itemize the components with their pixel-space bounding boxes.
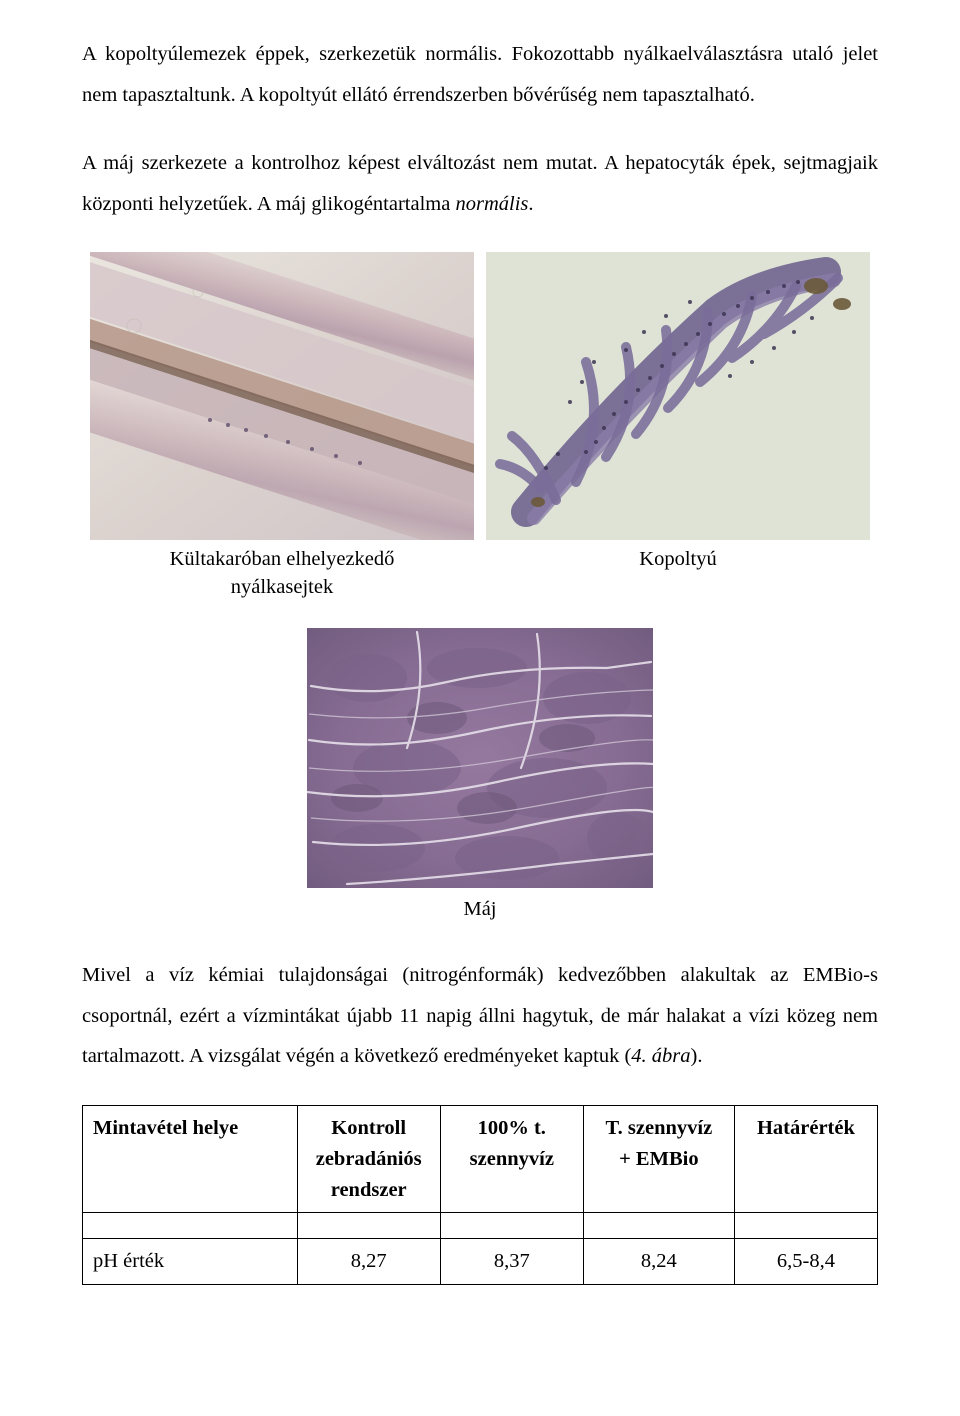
table-header-row: Mintavétel helye Kontroll zebradániós re…: [83, 1106, 878, 1213]
th-sample-location: Mintavétel helye: [83, 1106, 298, 1213]
cell-ph-limit: 6,5-8,4: [734, 1239, 877, 1285]
para3-a: Mivel a víz kémiai tulajdonságai (nitrog…: [82, 964, 878, 1067]
cell-ph-label: pH érték: [83, 1239, 298, 1285]
results-table: Mintavétel helye Kontroll zebradániós re…: [82, 1105, 878, 1285]
th-100-l2: szennyvíz: [470, 1148, 554, 1170]
para2-italic: normális: [455, 193, 528, 215]
table-row-ph: pH érték 8,27 8,37 8,24 6,5-8,4: [83, 1239, 878, 1285]
figure-liver: [307, 628, 653, 888]
paragraph-results: Mivel a víz kémiai tulajdonságai (nitrog…: [82, 955, 878, 1077]
th-control-l1: Kontroll: [331, 1117, 406, 1139]
th-100pct-sewage: 100% t. szennyvíz: [440, 1106, 583, 1213]
caption-gill: Kopoltyú: [486, 546, 870, 601]
caption-skin: Kültakaróban elhelyezkedő nyálkasejtek: [90, 546, 474, 601]
th-100-l1: 100% t.: [478, 1117, 546, 1139]
figure-skin-mucous-cells: [90, 252, 474, 540]
th-control-l2: zebradániós: [316, 1148, 422, 1170]
para3-b: ).: [691, 1045, 703, 1067]
th-sewage-embio: T. szennyvíz + EMBio: [583, 1106, 734, 1213]
para2-part-b: .: [528, 193, 533, 215]
figure-gill: [486, 252, 870, 540]
th-control: Kontroll zebradániós rendszer: [297, 1106, 440, 1213]
paragraph-liver-structure: A máj szerkezete a kontrolhoz képest elv…: [82, 143, 878, 224]
th-embio-l2: + EMBio: [619, 1148, 698, 1170]
th-limit: Határérték: [734, 1106, 877, 1213]
caption-liver: Máj: [82, 896, 878, 924]
cell-ph-embio: 8,24: [583, 1239, 734, 1285]
th-control-l3: rendszer: [331, 1179, 407, 1201]
caption-row-top: Kültakaróban elhelyezkedő nyálkasejtek K…: [82, 546, 878, 601]
th-embio-l1: T. szennyvíz: [606, 1117, 713, 1139]
caption-skin-l2: nyálkasejtek: [231, 576, 333, 598]
table-empty-row: [83, 1213, 878, 1239]
caption-skin-l1: Kültakaróban elhelyezkedő: [170, 548, 395, 570]
figure-row-top: [82, 252, 878, 540]
figure-row-liver: [82, 628, 878, 888]
cell-ph-100: 8,37: [440, 1239, 583, 1285]
cell-ph-control: 8,27: [297, 1239, 440, 1285]
para3-italic: 4. ábra: [631, 1045, 690, 1067]
paragraph-gill: A kopoltyúlemezek éppek, szerkezetük nor…: [82, 34, 878, 115]
